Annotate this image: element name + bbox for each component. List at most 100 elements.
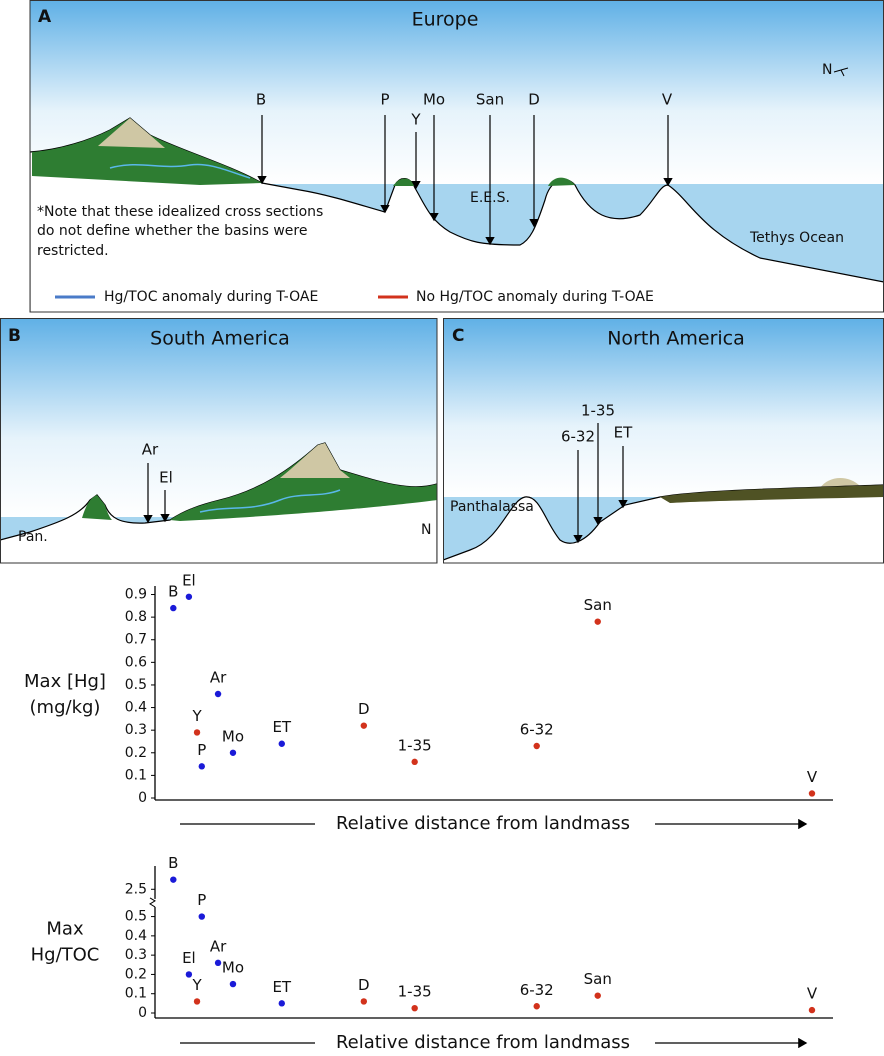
site-label: Y <box>410 111 421 129</box>
ocean-label: Panthalassa <box>450 499 534 515</box>
y-tick-label: 0 <box>138 1005 147 1021</box>
panel-title: Europe <box>412 9 479 31</box>
y-tick-label: 2.5 <box>125 881 147 897</box>
point-label: San <box>584 596 612 614</box>
y-tick-label: 0.7 <box>125 632 147 648</box>
site-label: B <box>256 91 266 109</box>
axis-break <box>149 897 156 908</box>
y-tick-label: 0.4 <box>125 928 147 944</box>
panel-letter: A <box>38 7 52 27</box>
y-tick-label: 0.1 <box>125 986 147 1002</box>
y-tick-label: 0.2 <box>125 966 147 982</box>
note: do not define whether the basins were <box>37 223 307 239</box>
site-label: Mo <box>423 91 445 109</box>
point-label: Y <box>191 707 202 725</box>
point <box>533 742 540 750</box>
point-label: 1-35 <box>398 983 432 1001</box>
point-label: P <box>197 891 206 909</box>
point-label: B <box>168 583 178 601</box>
panel-a <box>30 0 884 312</box>
site-label: El <box>159 469 173 487</box>
y-tick-label: 0.3 <box>125 947 147 963</box>
panel-letter: C <box>452 326 464 346</box>
point-label: Ar <box>210 937 227 955</box>
y-tick-label: 0.5 <box>125 909 147 925</box>
point <box>170 604 177 612</box>
point <box>185 971 193 978</box>
north: N <box>421 522 431 538</box>
site-label: D <box>528 91 540 109</box>
point <box>594 992 601 999</box>
y-axis-label: Max [Hg] <box>24 671 106 692</box>
y-tick-label: 0.4 <box>125 700 147 716</box>
point-label: B <box>168 854 178 872</box>
x-axis-label: Relative distance from landmass <box>336 813 630 834</box>
y-tick-label: 0.8 <box>125 609 147 625</box>
point-label: El <box>182 571 196 589</box>
point <box>360 722 368 729</box>
point-label: El <box>182 949 196 967</box>
y-axis-label: Max <box>46 919 84 940</box>
peak <box>98 118 165 148</box>
point <box>533 1003 540 1010</box>
note: restricted. <box>37 243 109 259</box>
y-tick-label: 0.3 <box>125 722 147 738</box>
point-label: P <box>197 741 206 759</box>
y-tick-label: 0.9 <box>125 587 147 603</box>
point-label: D <box>358 976 370 994</box>
point <box>278 1000 285 1007</box>
site-label: 1-35 <box>581 402 615 420</box>
point <box>198 913 205 920</box>
site-label: V <box>662 91 673 109</box>
site-label: 6-32 <box>561 428 595 446</box>
site-label: ET <box>614 424 633 442</box>
point <box>193 729 201 736</box>
point-label: V <box>807 768 818 786</box>
y-tick-label: 0.1 <box>125 767 147 783</box>
point <box>808 790 816 797</box>
sea-label: E.E.S. <box>470 190 510 206</box>
point <box>360 998 368 1005</box>
point <box>170 876 177 883</box>
ocean-label: Tethys Ocean <box>749 230 844 246</box>
point-label: 6-32 <box>520 981 554 999</box>
land <box>32 118 262 185</box>
point <box>594 618 601 625</box>
point <box>411 758 418 766</box>
ocean-label: Pan. <box>18 529 48 545</box>
point-label: ET <box>272 718 291 736</box>
site-label: San <box>476 91 504 109</box>
north: N <box>822 62 832 78</box>
y-tick-label: 0.6 <box>125 654 147 670</box>
point <box>193 998 201 1005</box>
point-label: Mo <box>222 959 244 977</box>
panel-title: South America <box>150 328 290 350</box>
point-label: ET <box>272 978 291 996</box>
y-tick-label: 0 <box>138 790 147 806</box>
point-label: Mo <box>222 727 244 745</box>
site-label: Ar <box>142 441 159 459</box>
panel-c <box>443 318 884 563</box>
x-axis-label: Relative distance from landmass <box>336 1032 630 1053</box>
point <box>229 980 237 988</box>
point-label: Y <box>191 976 202 994</box>
panel-letter: B <box>8 326 21 346</box>
point <box>214 959 222 967</box>
point <box>808 1006 816 1014</box>
y-tick-label: 0.5 <box>125 677 147 693</box>
point <box>278 740 285 747</box>
point <box>411 1004 418 1012</box>
point-label: V <box>807 985 818 1003</box>
point-label: 1-35 <box>398 736 432 754</box>
point-label: 6-32 <box>520 721 554 739</box>
axis-break <box>151 898 159 907</box>
note: *Note that these idealized cross section… <box>37 204 323 220</box>
point <box>198 763 205 770</box>
point-label: Ar <box>210 669 227 687</box>
panel-title: North America <box>607 328 745 350</box>
point-label: San <box>584 970 612 988</box>
panel-b <box>0 318 437 563</box>
legend-label: Hg/TOC anomaly during T-OAE <box>104 289 318 305</box>
site-label: P <box>380 91 389 109</box>
